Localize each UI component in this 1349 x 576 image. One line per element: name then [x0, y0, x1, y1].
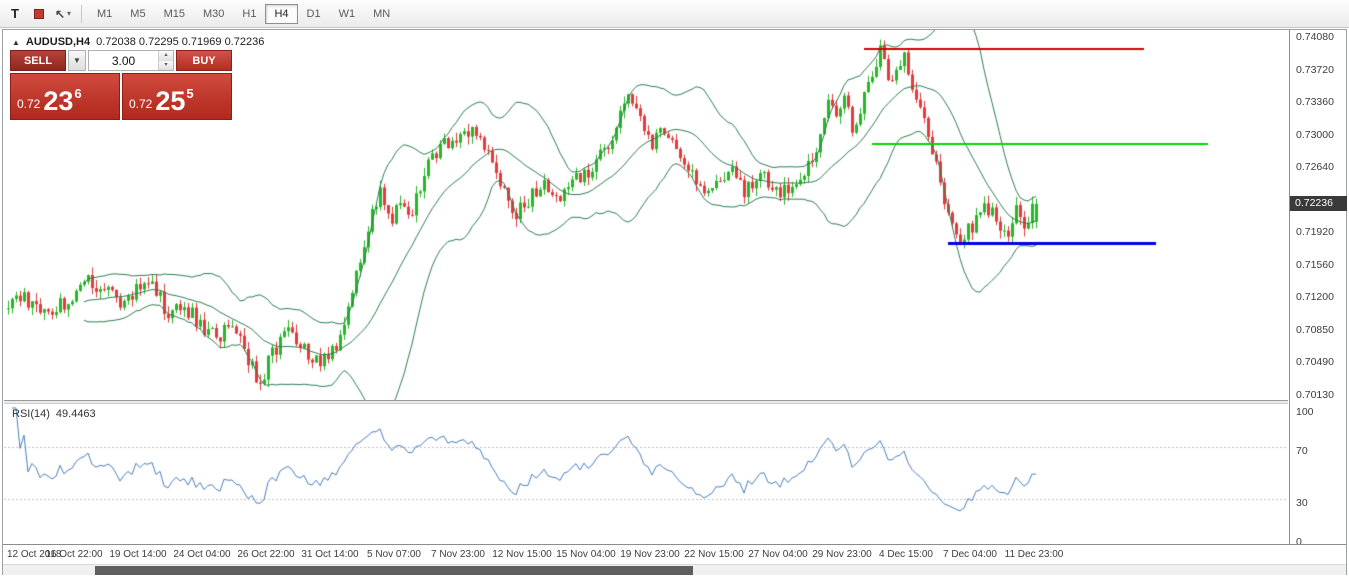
- terminal-icon: T: [11, 6, 19, 21]
- time-axis-label: 12 Nov 15:00: [492, 549, 552, 560]
- time-axis-label: 5 Nov 07:00: [367, 549, 421, 560]
- ask-price-panel[interactable]: 0.72 25 5: [122, 73, 232, 120]
- volume-input[interactable]: [89, 51, 158, 70]
- chevron-down-icon: ▼: [73, 56, 81, 65]
- time-axis-label: 31 Oct 14:00: [301, 549, 359, 560]
- time-axis-label: 12 Oct 2018: [7, 549, 62, 560]
- time-axis-label: 7 Dec 04:00: [943, 549, 997, 560]
- bid-price-prefix: 0.72: [17, 97, 41, 111]
- time-axis-label: 19 Oct 14:00: [109, 549, 167, 560]
- time-axis-label: 19 Nov 23:00: [620, 549, 680, 560]
- rsi-name: RSI(14): [12, 408, 50, 420]
- scrollbar-thumb[interactable]: [95, 566, 693, 575]
- price-axis-label: 0.73360: [1296, 96, 1334, 108]
- horizontal-scrollbar[interactable]: [3, 564, 1346, 575]
- volume-dropdown-button[interactable]: ▼: [68, 50, 86, 71]
- timeframe-button-mn[interactable]: MN: [364, 4, 399, 24]
- time-axis-label: 16 Oct 22:00: [45, 549, 103, 560]
- time-axis-label: 4 Dec 15:00: [879, 549, 933, 560]
- cursor-tool-button[interactable]: ↖ ▾: [51, 3, 75, 25]
- ask-price-pips: 25: [155, 86, 186, 116]
- current-price-tag: 0.72236: [1290, 195, 1347, 211]
- chart-title: ▲ AUDUSD,H4 0.72038 0.72295 0.71969 0.72…: [12, 36, 264, 48]
- timeframe-button-m1[interactable]: M1: [88, 4, 121, 24]
- cursor-icon: ↖: [54, 6, 66, 21]
- new-order-icon: [34, 8, 44, 19]
- time-axis-label: 29 Nov 23:00: [812, 549, 872, 560]
- bid-price-point: 6: [74, 86, 82, 101]
- timeframe-button-d1[interactable]: D1: [298, 4, 330, 24]
- toolbar: T ↖ ▾ M1 M5 M15 M30 H1 H4 D1 W1 MN: [0, 0, 1349, 28]
- pane-splitter[interactable]: [4, 400, 1288, 404]
- timeframe-button-h1[interactable]: H1: [233, 4, 265, 24]
- time-axis-label: 26 Oct 22:00: [237, 549, 295, 560]
- time-axis-label: 11 Dec 23:00: [1004, 549, 1064, 560]
- price-axis-label: 0.73000: [1296, 128, 1334, 141]
- toolbar-separator: [81, 4, 82, 23]
- time-axis-label: 22 Nov 15:00: [684, 549, 744, 560]
- price-axis-label: 0.72640: [1296, 161, 1334, 173]
- ask-price-prefix: 0.72: [129, 97, 153, 111]
- rsi-axis-label: 70: [1296, 445, 1308, 457]
- price-axis-label: 0.74080: [1296, 31, 1334, 43]
- time-axis-label: 15 Nov 04:00: [556, 549, 616, 560]
- chart-ohlc-values: 0.72038 0.72295 0.71969 0.72236: [96, 36, 265, 48]
- one-click-trading-panel: SELL ▼ ▴ ▾ BUY 0.72 23 6 0.72 25 5: [10, 50, 232, 120]
- bid-price-pips: 23: [43, 86, 74, 116]
- price-axis[interactable]: 0.72236 0.74080 0.73720 0.73360 0.73000 0.72…: [1289, 30, 1347, 548]
- timeframe-button-m5[interactable]: M5: [121, 4, 154, 24]
- timeframe-button-m15[interactable]: M15: [155, 4, 194, 24]
- timeframe-button-m30[interactable]: M30: [194, 4, 233, 24]
- sell-button[interactable]: SELL: [10, 50, 66, 71]
- terminal-button[interactable]: T: [3, 3, 27, 25]
- new-order-button[interactable]: [27, 3, 51, 25]
- buy-button[interactable]: BUY: [176, 50, 232, 71]
- timeframe-button-h4[interactable]: H4: [265, 3, 298, 24]
- rsi-indicator-canvas[interactable]: [4, 404, 1288, 544]
- price-axis-label: 0.71560: [1296, 258, 1334, 271]
- price-axis-label: 0.73720: [1296, 63, 1334, 76]
- price-axis-label: 0.71920: [1296, 226, 1334, 238]
- time-axis-label: 24 Oct 04:00: [173, 549, 231, 560]
- rsi-axis-label: 30: [1296, 497, 1308, 509]
- rsi-axis-label: 0: [1296, 536, 1302, 548]
- chevron-down-icon: ▾: [67, 9, 72, 18]
- rsi-value: 49.4463: [55, 408, 96, 420]
- time-axis-label: 27 Nov 04:00: [748, 549, 808, 560]
- price-axis-label: 0.70490: [1296, 356, 1334, 368]
- volume-stepper: ▴ ▾: [158, 51, 173, 70]
- bid-price-panel[interactable]: 0.72 23 6: [10, 73, 120, 120]
- price-axis-label: 0.71200: [1296, 291, 1334, 303]
- volume-box: ▴ ▾: [88, 50, 174, 71]
- ask-price-point: 5: [186, 86, 194, 101]
- chart-symbol-label: AUDUSD,H4: [25, 36, 91, 48]
- time-axis[interactable]: 12 Oct 2018 16 Oct 22:00 19 Oct 14:00 24 Oc…: [3, 544, 1346, 564]
- volume-up-button[interactable]: ▴: [159, 51, 173, 61]
- timeframe-button-w1[interactable]: W1: [330, 4, 365, 24]
- rsi-axis-label: 100: [1296, 406, 1314, 418]
- rsi-indicator-label: RSI(14) 49.4463: [12, 408, 96, 420]
- price-axis-label: 0.70130: [1296, 388, 1334, 401]
- time-axis-label: 7 Nov 23:00: [431, 549, 485, 560]
- volume-down-button[interactable]: ▾: [159, 60, 173, 70]
- one-click-panel-toggle[interactable]: ▲: [12, 37, 20, 47]
- price-axis-label: 0.70850: [1296, 323, 1334, 336]
